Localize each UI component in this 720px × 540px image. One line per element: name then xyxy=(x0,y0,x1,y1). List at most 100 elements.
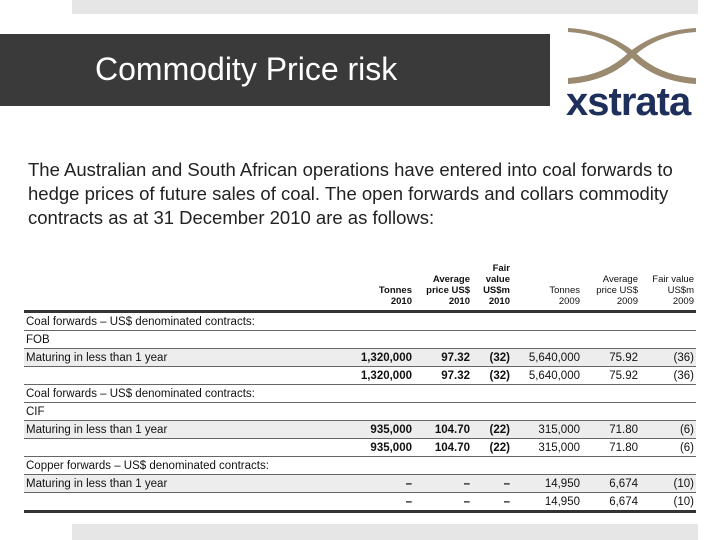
table-cell: 5,640,000 xyxy=(520,348,582,367)
table-cell: (6) xyxy=(640,438,696,457)
row-label: Coal forwards – US$ denominated contract… xyxy=(24,384,354,403)
table-cell: 75.92 xyxy=(582,348,640,367)
table-cell: 315,000 xyxy=(520,420,582,439)
header-cell: Fair value US$m 2009 xyxy=(652,274,694,307)
table-cell: (32) xyxy=(472,348,520,367)
row-label: Maturing in less than 1 year xyxy=(24,348,354,367)
table-row: Copper forwards – US$ denominated contra… xyxy=(24,456,696,475)
table-cell: (10) xyxy=(640,474,696,493)
table-cell xyxy=(520,402,582,421)
row-label xyxy=(24,438,354,457)
table-cell xyxy=(640,310,696,331)
row-label: Copper forwards – US$ denominated contra… xyxy=(24,456,354,475)
row-label xyxy=(24,366,354,385)
table-cell: 935,000 xyxy=(354,438,414,457)
table-cell: 1,320,000 xyxy=(354,348,414,367)
table-cell xyxy=(520,456,582,475)
table-cell: (32) xyxy=(472,366,520,385)
table-cell: 1,320,000 xyxy=(354,366,414,385)
table-cell xyxy=(414,456,472,475)
table-row: – – –14,950 6,674 (10) xyxy=(24,492,696,513)
table-cell: – xyxy=(472,474,520,493)
xstrata-logo: xstrata xyxy=(562,28,702,124)
row-label: FOB xyxy=(24,330,354,349)
table-cell: – xyxy=(354,474,414,493)
slide-title: Commodity Price risk xyxy=(95,51,398,87)
row-label: Coal forwards – US$ denominated contract… xyxy=(24,310,354,331)
table-cell xyxy=(414,310,472,331)
table-cell xyxy=(472,384,520,403)
title-band xyxy=(0,34,550,106)
table-cell: 14,950 xyxy=(520,474,582,493)
table-cell: 315,000 xyxy=(520,438,582,457)
table-cell xyxy=(640,384,696,403)
table-cell xyxy=(582,310,640,331)
table-cell xyxy=(414,402,472,421)
intro-paragraph: The Australian and South African operati… xyxy=(28,159,673,228)
table-cell: 97.32 xyxy=(414,366,472,385)
table-cell xyxy=(354,310,414,331)
table-cell: 71.80 xyxy=(582,438,640,457)
row-label xyxy=(24,492,354,513)
row-label: CIF xyxy=(24,402,354,421)
table-row: Coal forwards – US$ denominated contract… xyxy=(24,310,696,331)
table-cell xyxy=(354,402,414,421)
table-cell xyxy=(582,456,640,475)
table-cell: – xyxy=(414,492,472,513)
table-cell: 935,000 xyxy=(354,420,414,439)
table-cell: (10) xyxy=(640,492,696,513)
header-cell: Average price US$ 2010 xyxy=(426,274,470,307)
table-cell: (36) xyxy=(640,366,696,385)
table-cell: 6,674 xyxy=(582,492,640,513)
table-cell xyxy=(640,456,696,475)
table-row: 1,320,000 97.32 (32) 5,640,000 75.92 (36) xyxy=(24,366,696,385)
table-row: Maturing in less than 1 year – – –14,950 6,6… xyxy=(24,474,696,493)
table-cell: (22) xyxy=(472,438,520,457)
table-cell xyxy=(640,330,696,349)
table-cell xyxy=(582,330,640,349)
table-cell xyxy=(354,384,414,403)
table-cell xyxy=(472,456,520,475)
header-cell: Tonnes 2009 xyxy=(549,285,580,307)
bottom-decor-bar xyxy=(72,524,698,540)
top-decor-bar xyxy=(72,0,698,14)
table-cell xyxy=(472,310,520,331)
row-label: Maturing in less than 1 year xyxy=(24,420,354,439)
table-row: Coal forwards – US$ denominated contract… xyxy=(24,384,696,403)
commodity-contracts-table: Tonnes 2010 Average price US$ 2010 Fair val… xyxy=(24,263,696,513)
table-row: FOB xyxy=(24,330,696,349)
table-cell: – xyxy=(472,492,520,513)
table-cell xyxy=(472,402,520,421)
table-cell: 6,674 xyxy=(582,474,640,493)
table-cell xyxy=(354,330,414,349)
table-cell: 75.92 xyxy=(582,366,640,385)
header-cell: Average price US$ 2009 xyxy=(596,274,638,307)
table-row: Maturing in less than 1 year 1,320,000 97.… xyxy=(24,348,696,367)
table-cell xyxy=(414,330,472,349)
table-cell xyxy=(582,402,640,421)
table-cell: 71.80 xyxy=(582,420,640,439)
table-cell xyxy=(640,402,696,421)
table-cell: – xyxy=(414,474,472,493)
table-row: Maturing in less than 1 year 935,000 104.7… xyxy=(24,420,696,439)
table-cell xyxy=(354,456,414,475)
table-cell xyxy=(520,330,582,349)
table-row: 935,000 104.70 (22) 315,000 71.80 (6) xyxy=(24,438,696,457)
logo-wordmark: xstrata xyxy=(566,80,691,124)
table-cell: 104.70 xyxy=(414,420,472,439)
table-cell xyxy=(520,384,582,403)
table-cell: (22) xyxy=(472,420,520,439)
header-cell: Tonnes 2010 xyxy=(378,285,412,307)
intro-text: The Australian and South African operati… xyxy=(28,158,698,230)
table-cell: 5,640,000 xyxy=(520,366,582,385)
table-cell: 104.70 xyxy=(414,438,472,457)
table-cell xyxy=(582,384,640,403)
table-cell: (36) xyxy=(640,348,696,367)
row-label: Maturing in less than 1 year xyxy=(24,474,354,493)
header-label-cell xyxy=(24,263,354,312)
table-cell: 97.32 xyxy=(414,348,472,367)
table-cell xyxy=(520,310,582,331)
table-header-row: Tonnes 2010 Average price US$ 2010 Fair val… xyxy=(24,263,696,312)
table-row: CIF xyxy=(24,402,696,421)
table-cell: (6) xyxy=(640,420,696,439)
